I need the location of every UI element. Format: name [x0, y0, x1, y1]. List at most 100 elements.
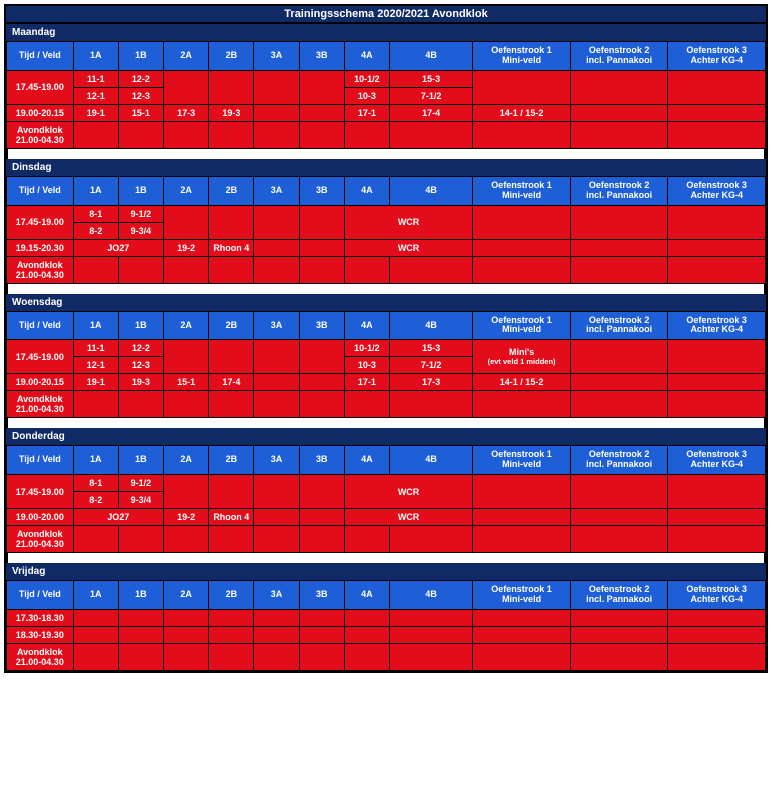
schedule-table: Tijd / Veld1A1B2A2B3A3B4A4BOefenstrook 1… — [6, 176, 766, 284]
col-header: 2B — [209, 176, 254, 205]
col-header: Oefenstrook 2incl. Pannakooi — [570, 311, 668, 340]
cell — [73, 526, 118, 553]
cell: 17-1 — [344, 104, 389, 121]
col-header: 3B — [299, 581, 344, 610]
col-header: 3A — [254, 42, 299, 71]
col-header: 2A — [164, 581, 209, 610]
cell — [299, 340, 344, 374]
cell — [570, 509, 668, 526]
cell: 10-1/2 — [344, 340, 389, 357]
cell — [473, 526, 571, 553]
col-header: 4B — [390, 42, 473, 71]
day-block: Donderdag Tijd / Veld1A1B2A2B3A3B4A4BOef… — [6, 428, 766, 553]
cell: WCR — [344, 239, 472, 256]
col-header: 4B — [390, 581, 473, 610]
cell — [668, 70, 766, 104]
day-gap — [7, 284, 765, 294]
cell: 17-1 — [344, 374, 389, 391]
cell — [254, 509, 299, 526]
cell — [164, 609, 209, 626]
cell — [254, 609, 299, 626]
col-header: Oefenstrook 2incl. Pannakooi — [570, 446, 668, 475]
cell — [344, 121, 389, 148]
cell — [209, 340, 254, 374]
cell — [668, 526, 766, 553]
time-label: 19.00-20.15 — [7, 104, 74, 121]
cell — [473, 121, 571, 148]
col-header: 4A — [344, 311, 389, 340]
col-header: 1A — [73, 446, 118, 475]
time-label: 18.30-19.30 — [7, 626, 74, 643]
cell — [254, 239, 299, 256]
cell — [118, 121, 163, 148]
cell — [118, 526, 163, 553]
cell: 7-1/2 — [390, 87, 473, 104]
cell — [73, 391, 118, 418]
col-header: 4A — [344, 42, 389, 71]
col-header: Tijd / Veld — [7, 581, 74, 610]
cell — [344, 609, 389, 626]
cell — [668, 121, 766, 148]
cell: 12-3 — [118, 87, 163, 104]
cell: 19-1 — [73, 104, 118, 121]
cell: 15-3 — [390, 70, 473, 87]
cell — [254, 70, 299, 104]
day-header: Donderdag — [6, 428, 766, 445]
day-block: Dinsdag Tijd / Veld1A1B2A2B3A3B4A4BOefen… — [6, 159, 766, 284]
col-header: 4B — [390, 311, 473, 340]
cell: Rhoon 4 — [209, 239, 254, 256]
cell — [254, 626, 299, 643]
col-header: 1B — [118, 581, 163, 610]
cell: 15-3 — [390, 340, 473, 357]
time-label: Avondklok21.00-04.30 — [7, 643, 74, 670]
col-header: 1A — [73, 581, 118, 610]
cell — [473, 391, 571, 418]
cell: 19-2 — [164, 239, 209, 256]
cell: 12-3 — [118, 357, 163, 374]
col-header: 1B — [118, 176, 163, 205]
cell — [164, 626, 209, 643]
cell: 10-3 — [344, 357, 389, 374]
cell — [570, 374, 668, 391]
cell — [299, 475, 344, 509]
cell: 15-1 — [164, 374, 209, 391]
cell — [299, 626, 344, 643]
cell — [390, 626, 473, 643]
cell: 8-2 — [73, 492, 118, 509]
cell — [164, 391, 209, 418]
cell — [390, 526, 473, 553]
cell — [254, 643, 299, 670]
schedule-table: Tijd / Veld1A1B2A2B3A3B4A4BOefenstrook 1… — [6, 580, 766, 671]
cell — [344, 256, 389, 283]
cell — [390, 643, 473, 670]
cell — [570, 626, 668, 643]
col-header: Oefenstrook 1Mini-veld — [473, 446, 571, 475]
cell — [668, 475, 766, 509]
cell — [164, 256, 209, 283]
cell — [164, 340, 209, 374]
col-header: Tijd / Veld — [7, 42, 74, 71]
day-gap — [7, 418, 765, 428]
cell — [668, 104, 766, 121]
cell — [473, 256, 571, 283]
cell: 9-3/4 — [118, 222, 163, 239]
col-header: Oefenstrook 1Mini-veld — [473, 581, 571, 610]
cell: 7-1/2 — [390, 357, 473, 374]
col-header: 3B — [299, 446, 344, 475]
cell — [299, 70, 344, 104]
col-header: 3A — [254, 176, 299, 205]
cell — [254, 475, 299, 509]
time-label: 17.45-19.00 — [7, 475, 74, 509]
col-header: 4A — [344, 446, 389, 475]
cell: 11-1 — [73, 70, 118, 87]
cell — [164, 205, 209, 239]
col-header: 1A — [73, 176, 118, 205]
cell — [668, 205, 766, 239]
cell — [299, 205, 344, 239]
time-label: 19.15-20.30 — [7, 239, 74, 256]
col-header: 4A — [344, 581, 389, 610]
cell — [254, 256, 299, 283]
col-header: 2B — [209, 446, 254, 475]
cell — [164, 121, 209, 148]
cell — [118, 643, 163, 670]
